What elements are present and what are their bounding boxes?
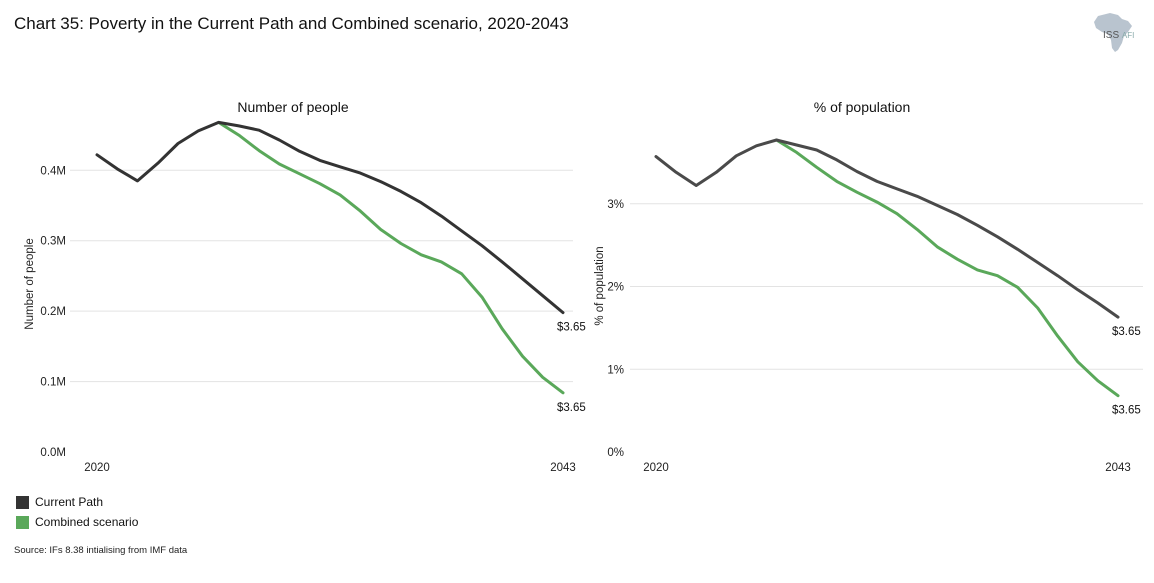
chart2-line-combined-scenario (775, 138, 1120, 398)
chart2-annotation-combined-scenario: $3.65 (1112, 405, 1141, 417)
africa-map-icon (1094, 13, 1132, 52)
chart2-line-current-path (654, 138, 1120, 319)
legend-swatch-current-path (16, 495, 29, 509)
chart1-xtick-label: 2043 (550, 462, 576, 474)
chart2-ytick-label: 3% (607, 199, 624, 211)
logo-text: ISS (1103, 30, 1120, 41)
chart2-annotation-current-path: $3.65 (1112, 326, 1141, 338)
legend-label-combined-scenario: Combined scenario (35, 515, 139, 529)
chart2-ytick-label: 1% (607, 364, 624, 376)
chart2-xtick-label: 2043 (1105, 462, 1131, 474)
chart1-ytick-label: 0.4M (40, 165, 66, 177)
chart1-xtick-label: 2020 (84, 462, 110, 474)
chart1-ytick-label: 0.3M (40, 236, 66, 248)
chart1-line-combined-scenario (217, 120, 565, 395)
chart2-xtick-label: 2020 (643, 462, 669, 474)
chart1-annotation-current-path: $3.65 (557, 322, 586, 334)
chart1-ytick-label: 0.1M (40, 377, 66, 389)
legend-item-current-path: Current Path (16, 492, 138, 512)
chart2-ylabel: % of population (594, 246, 606, 325)
logo-sub: AFI (1121, 31, 1135, 40)
chart-title: Chart 35: Poverty in the Current Path an… (14, 14, 569, 33)
legend: Current Path Combined scenario (16, 492, 138, 532)
legend-item-combined-scenario: Combined scenario (16, 512, 138, 532)
legend-label-current-path: Current Path (35, 495, 104, 509)
chart2-ytick-label: 0% (607, 447, 624, 459)
legend-swatch-combined-scenario (16, 515, 29, 529)
source-note: Source: IFs 8.38 intialising from IMF da… (14, 545, 188, 556)
chart1-ytick-label: 0.0M (40, 447, 66, 459)
chart1-title: Number of people (237, 99, 349, 115)
chart1-annotation-combined-scenario: $3.65 (557, 402, 586, 414)
iss-afi-logo: ISS AFI (1103, 30, 1134, 41)
chart1-line-current-path (95, 120, 565, 315)
chart2-title: % of population (814, 99, 911, 115)
chart1-ylabel: Number of people (24, 238, 36, 329)
chart1-ytick-label: 0.2M (40, 306, 66, 318)
chart2-ytick-label: 2% (607, 282, 624, 294)
